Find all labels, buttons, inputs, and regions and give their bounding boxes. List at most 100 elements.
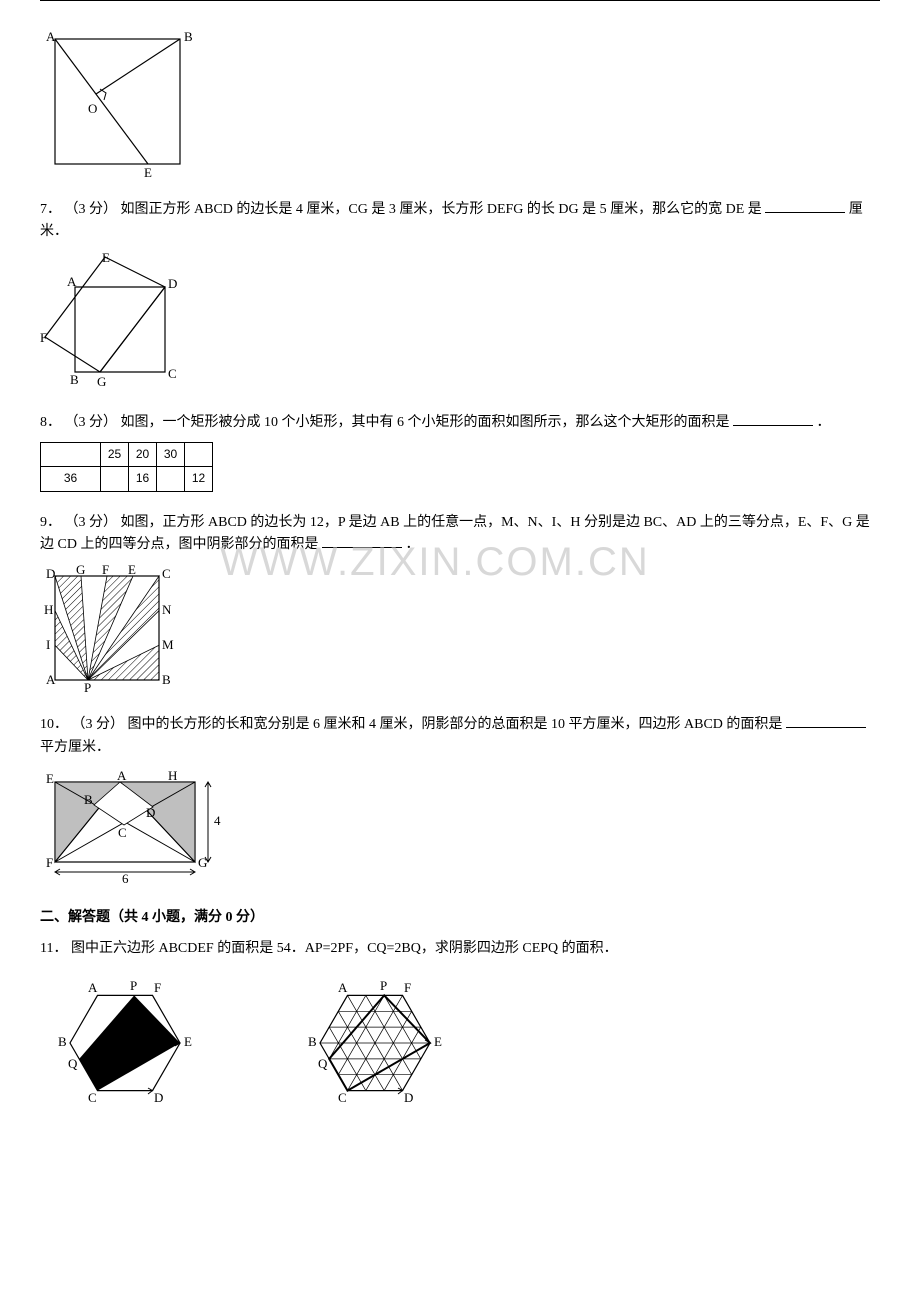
q10-text-a: 图中的长方形的长和宽分别是 6 厘米和 4 厘米，阴影部分的总面积是 10 平方… — [128, 717, 783, 732]
q11r-D: D — [404, 1090, 413, 1105]
q11-figures: A F E D C B P Q — [40, 968, 880, 1118]
q8-r0c1: 25 — [101, 443, 129, 467]
q11r-B: B — [308, 1034, 317, 1049]
q11r-E: E — [434, 1034, 442, 1049]
q11r-P: P — [380, 978, 387, 993]
q10-number: 10． — [40, 717, 68, 732]
q8-r1c0: 36 — [41, 467, 101, 491]
q7-blank — [765, 199, 845, 213]
label-B: B — [184, 29, 193, 44]
q6-svg: A B O E — [40, 29, 200, 179]
q7-B: B — [70, 372, 79, 387]
q8-r1c3 — [157, 467, 185, 491]
q9-svg: A B C D G F E H I N M P — [40, 564, 180, 694]
q9-G: G — [76, 564, 85, 577]
q11l-D: D — [154, 1090, 163, 1105]
q10-D: D — [146, 805, 155, 820]
q11-number: 11． — [40, 941, 67, 956]
q9-points: （3 分） — [65, 515, 118, 530]
q9-text-b: ． — [405, 537, 419, 552]
q7-number: 7． — [40, 202, 61, 217]
q8-r1c1 — [101, 467, 129, 491]
q11l-P: P — [130, 978, 137, 993]
label-E: E — [144, 165, 152, 179]
q10: 10． （3 分） 图中的长方形的长和宽分别是 6 厘米和 4 厘米，阴影部分的… — [40, 714, 880, 887]
q9-H: H — [44, 602, 53, 617]
q11l-B: B — [58, 1034, 67, 1049]
q10-text-b: 平方厘米． — [40, 740, 110, 755]
q11r-Q: Q — [318, 1056, 328, 1071]
q10-svg: E H G F A B C D 6 4 — [40, 767, 240, 887]
q8-r0c2: 20 — [129, 443, 157, 467]
q7-text: 7． （3 分） 如图正方形 ABCD 的边长是 4 厘米，CG 是 3 厘米，… — [40, 199, 880, 244]
q11-text: 11． 图中正六边形 ABCDEF 的面积是 54．AP=2PF，CQ=2BQ，… — [40, 938, 880, 960]
q10-A: A — [117, 768, 127, 783]
q10-blank — [786, 714, 866, 728]
q11-svg-left: A F E D C B P Q — [40, 968, 210, 1118]
q10-four: 4 — [214, 813, 221, 828]
q10-points: （3 分） — [72, 717, 125, 732]
page-content: A B O E 7． （3 分） 如图正方形 ABCD 的边长是 4 厘米，CG… — [40, 0, 880, 1118]
q10-E: E — [46, 771, 54, 786]
q8-figure: 25 20 30 36 16 12 — [40, 442, 880, 491]
q9-I: I — [46, 637, 50, 652]
q9-blank — [322, 534, 402, 548]
label-A: A — [46, 29, 56, 44]
q8-blank — [733, 412, 813, 426]
q9: 9． （3 分） 如图，正方形 ABCD 的边长为 12，P 是边 AB 上的任… — [40, 512, 880, 695]
q10-C: C — [118, 825, 127, 840]
q11l-C: C — [88, 1090, 97, 1105]
q10-F: F — [46, 855, 53, 870]
q10-H: H — [168, 768, 177, 783]
q11l-F: F — [154, 980, 161, 995]
q10-text: 10． （3 分） 图中的长方形的长和宽分别是 6 厘米和 4 厘米，阴影部分的… — [40, 714, 880, 759]
q8-number: 8． — [40, 415, 61, 430]
q9-text-a: 如图，正方形 ABCD 的边长为 12，P 是边 AB 上的任意一点，M、N、I… — [40, 515, 870, 552]
q10-G: G — [198, 855, 207, 870]
q9-F: F — [102, 564, 109, 577]
q9-E: E — [128, 564, 136, 577]
q7-D: D — [168, 276, 177, 291]
q10-figure: E H G F A B C D 6 4 — [40, 767, 880, 887]
q8: 8． （3 分） 如图，一个矩形被分成 10 个小矩形，其中有 6 个小矩形的面… — [40, 412, 880, 492]
q9-M: M — [162, 637, 174, 652]
q11r-C: C — [338, 1090, 347, 1105]
label-O: O — [88, 101, 97, 116]
q7-G: G — [97, 374, 106, 389]
q9-P: P — [84, 680, 91, 694]
q7-F: F — [40, 330, 47, 345]
q7-A: A — [67, 274, 77, 289]
q8-r1c4: 12 — [185, 467, 213, 491]
q7-figure: A D C B G E F — [40, 252, 880, 392]
q9-A: A — [46, 672, 56, 687]
q9-D: D — [46, 566, 55, 581]
q8-points: （3 分） — [65, 415, 118, 430]
q8-r1c2: 16 — [129, 467, 157, 491]
q7-points: （3 分） — [65, 202, 118, 217]
q9-text: 9． （3 分） 如图，正方形 ABCD 的边长为 12，P 是边 AB 上的任… — [40, 512, 880, 557]
q10-B: B — [84, 792, 93, 807]
q11l-E: E — [184, 1034, 192, 1049]
q7-text-a: 如图正方形 ABCD 的边长是 4 厘米，CG 是 3 厘米，长方形 DEFG … — [121, 202, 762, 217]
q11r-F: F — [404, 980, 411, 995]
q11l-A: A — [88, 980, 98, 995]
q8-r0c0 — [41, 443, 101, 467]
q8-text-a: 如图，一个矩形被分成 10 个小矩形，其中有 6 个小矩形的面积如图所示，那么这… — [121, 415, 730, 430]
q9-B: B — [162, 672, 171, 687]
q8-r0c3: 30 — [157, 443, 185, 467]
q7-C: C — [168, 366, 177, 381]
q10-six: 6 — [122, 871, 129, 886]
q11: 11． 图中正六边形 ABCDEF 的面积是 54．AP=2PF，CQ=2BQ，… — [40, 938, 880, 1118]
q11-svg-right: A F E D C B P Q — [290, 968, 460, 1118]
q9-number: 9． — [40, 515, 61, 530]
q8-r0c4 — [185, 443, 213, 467]
q8-table: 25 20 30 36 16 12 — [40, 442, 213, 491]
q8-text: 8． （3 分） 如图，一个矩形被分成 10 个小矩形，其中有 6 个小矩形的面… — [40, 412, 880, 434]
q7-E: E — [102, 252, 110, 265]
q8-text-b: ． — [817, 415, 831, 430]
section2-header: 二、解答题（共 4 小题，满分 0 分） — [40, 907, 880, 929]
q9-figure: A B C D G F E H I N M P — [40, 564, 880, 694]
q11l-Q: Q — [68, 1056, 78, 1071]
q9-N: N — [162, 602, 172, 617]
q7: 7． （3 分） 如图正方形 ABCD 的边长是 4 厘米，CG 是 3 厘米，… — [40, 199, 880, 392]
